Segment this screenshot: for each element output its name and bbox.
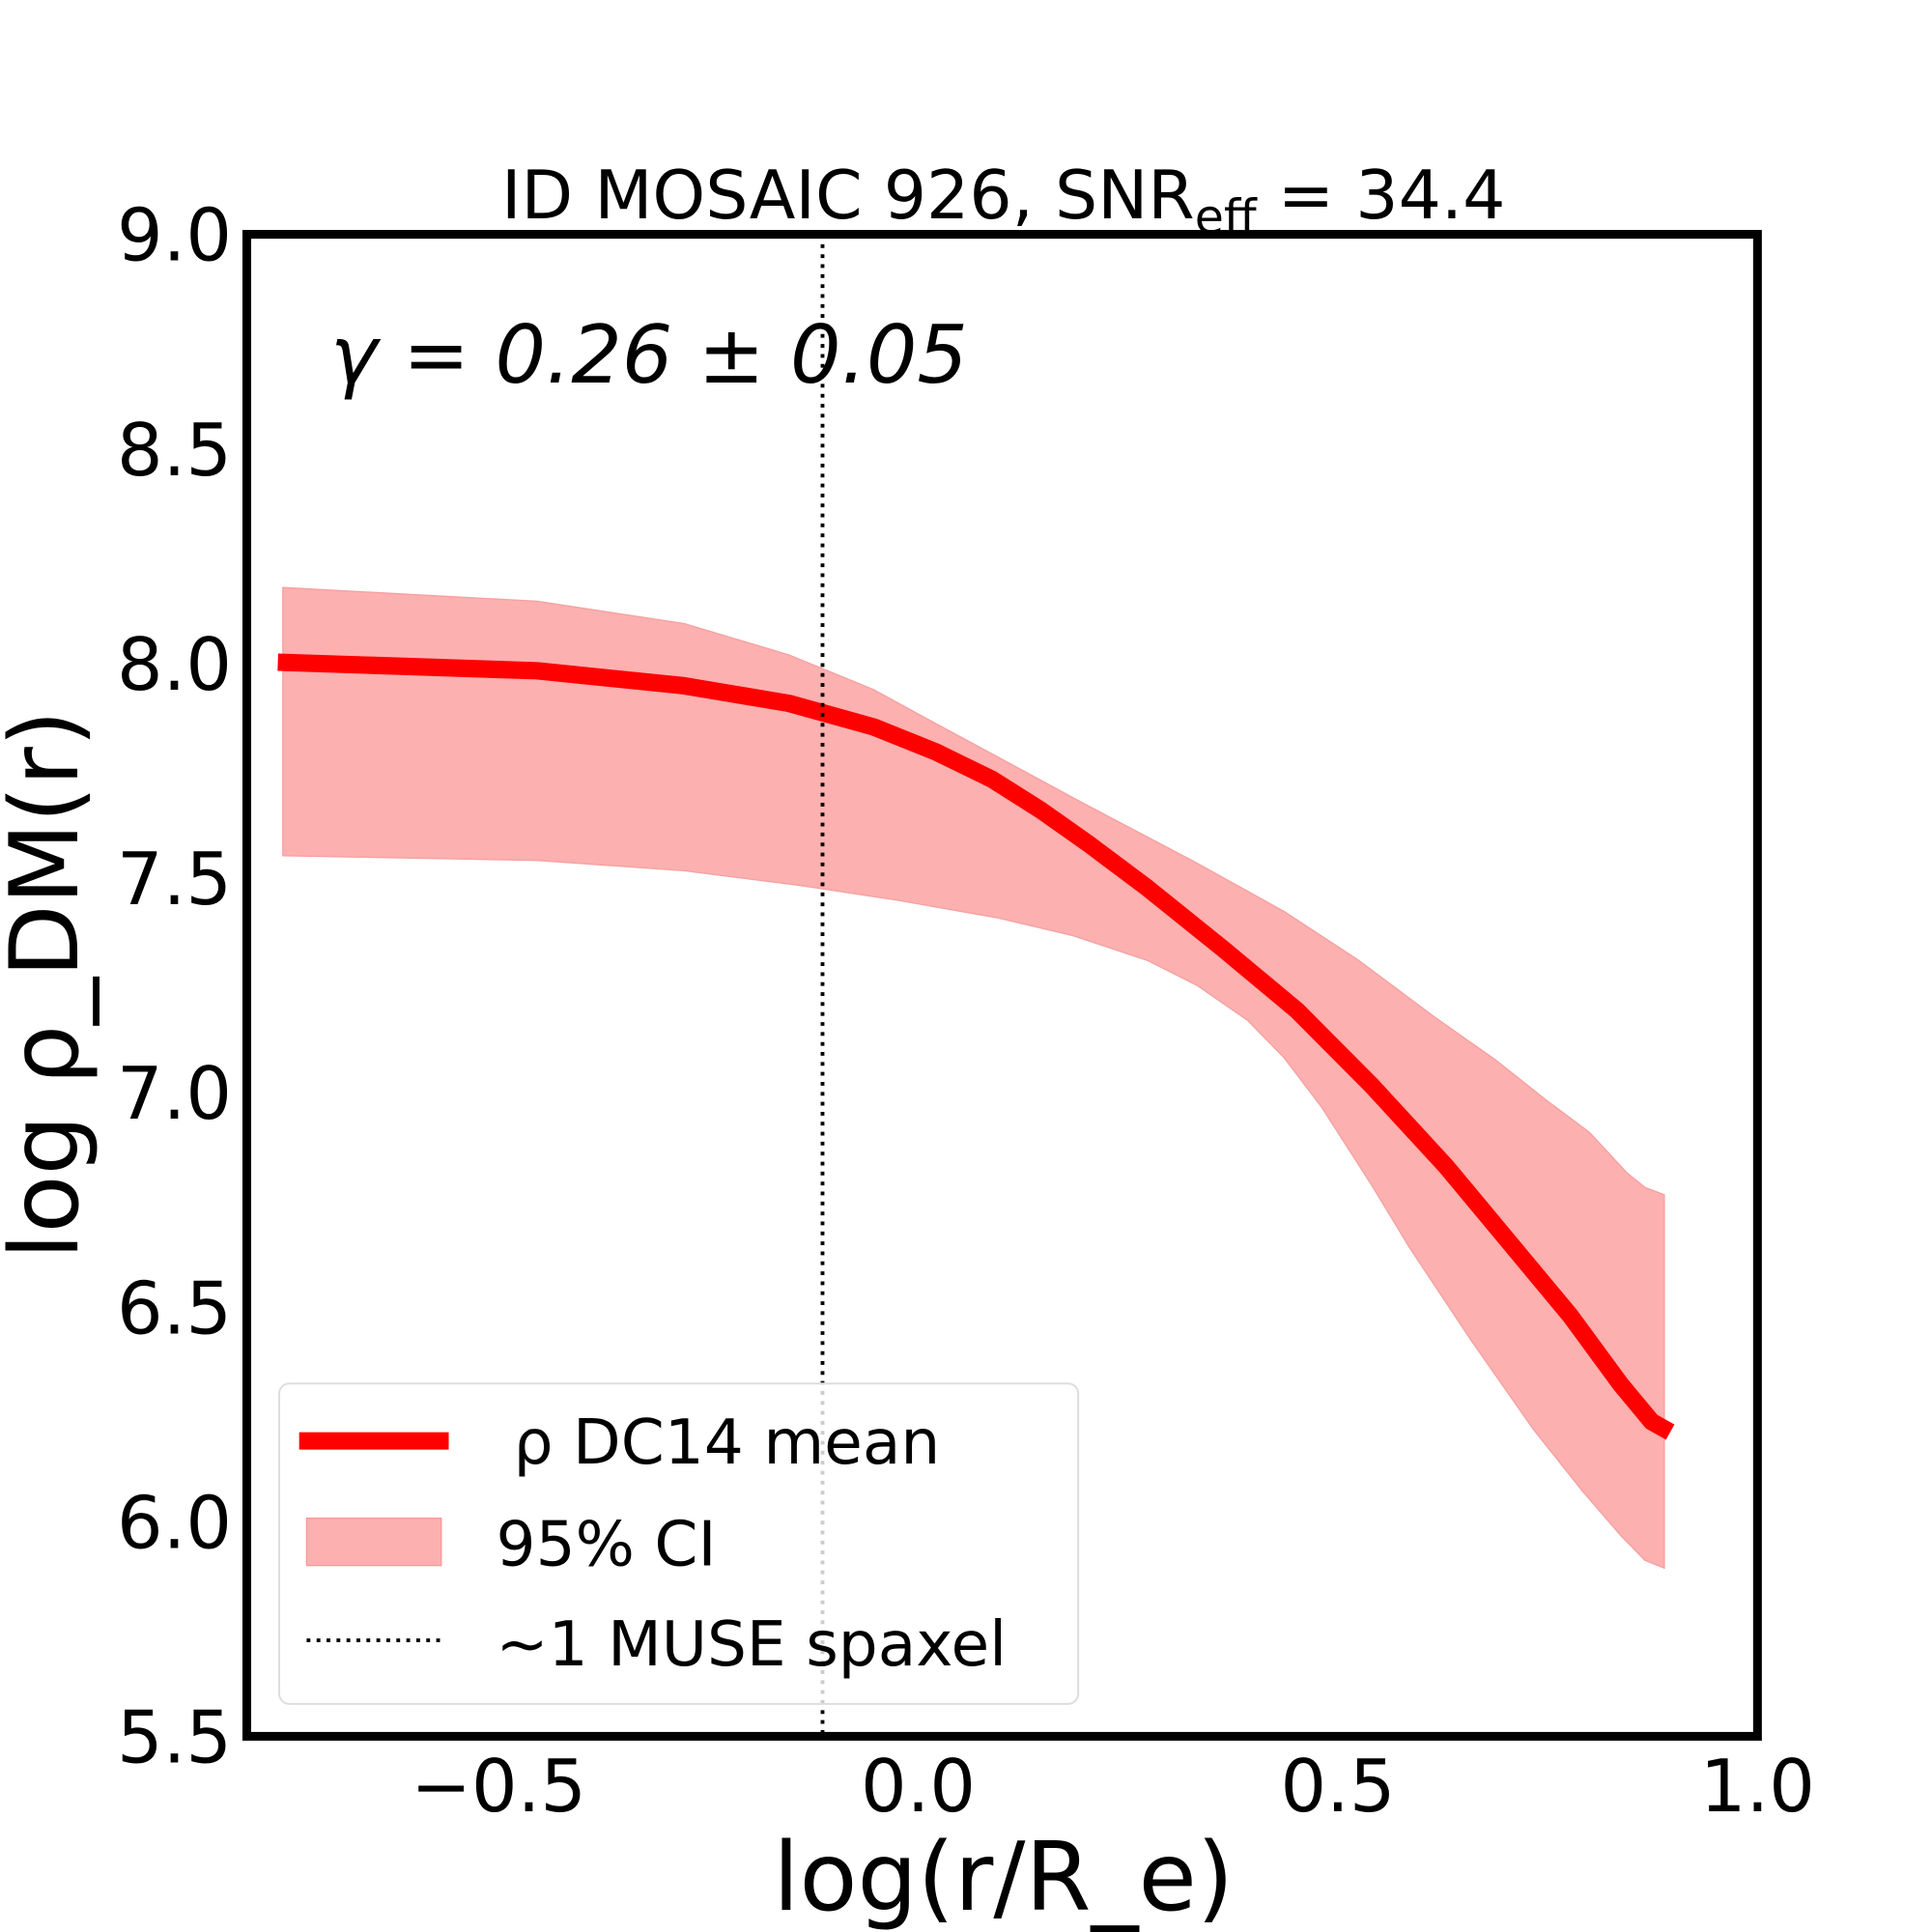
y-tick-label: 6.0	[117, 1481, 232, 1565]
x-axis-label: log(r/R_e)	[773, 1823, 1234, 1932]
legend: ρ DC14 mean 95% CI ~1 MUSE spaxel	[278, 1382, 1080, 1705]
y-tick-label: 5.5	[117, 1696, 232, 1780]
y-axis-label: log ρ_DM(r)	[0, 710, 100, 1260]
ci-band	[282, 586, 1665, 1570]
y-tick-label: 8.0	[117, 623, 232, 707]
legend-label-spaxel: ~1 MUSE spaxel	[497, 1608, 1008, 1681]
legend-label-ci: 95% CI	[497, 1509, 717, 1581]
x-tick-label: 0.5	[1280, 1745, 1395, 1829]
y-tick-label: 7.5	[117, 838, 232, 922]
x-tick-label: 1.0	[1700, 1745, 1815, 1829]
gamma-annotation: γ = 0.26 ± 0.05	[330, 309, 968, 402]
legend-label-mean: ρ DC14 mean	[514, 1406, 941, 1479]
plot-frame	[242, 230, 1762, 1741]
y-tick-label: 7.0	[117, 1052, 232, 1136]
x-tick-label: −0.5	[411, 1745, 586, 1829]
y-tick-label: 6.5	[117, 1266, 232, 1350]
y-tick-label: 8.5	[117, 409, 232, 493]
legend-box	[278, 1382, 1080, 1705]
x-tick-label: 0.0	[861, 1745, 976, 1829]
y-tick-label: 9.0	[117, 194, 232, 278]
mean-line	[277, 653, 1675, 1440]
legend-band-swatch	[305, 1517, 442, 1567]
chart-title: ID MOSAIC 926, SNReff = 34.4	[501, 156, 1505, 244]
